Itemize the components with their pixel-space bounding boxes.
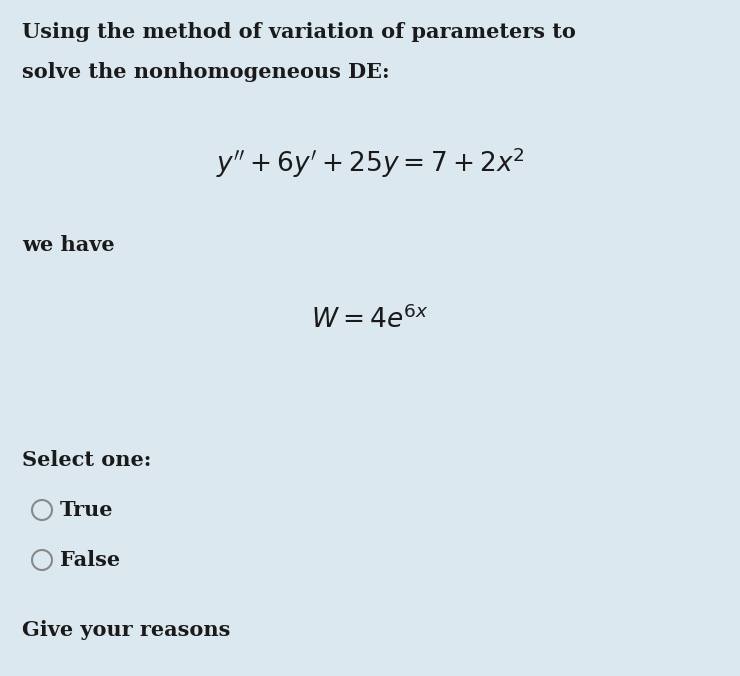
Text: True: True	[60, 500, 113, 520]
Text: $y'' + 6y' + 25y = 7 + 2x^2$: $y'' + 6y' + 25y = 7 + 2x^2$	[215, 145, 525, 180]
Text: we have: we have	[22, 235, 115, 255]
Text: False: False	[60, 550, 120, 570]
Text: Using the method of variation of parameters to: Using the method of variation of paramet…	[22, 22, 576, 42]
Text: Give your reasons: Give your reasons	[22, 620, 230, 640]
Text: $W = 4e^{6x}$: $W = 4e^{6x}$	[312, 305, 428, 333]
Text: Select one:: Select one:	[22, 450, 152, 470]
Text: solve the nonhomogeneous DE:: solve the nonhomogeneous DE:	[22, 62, 390, 82]
